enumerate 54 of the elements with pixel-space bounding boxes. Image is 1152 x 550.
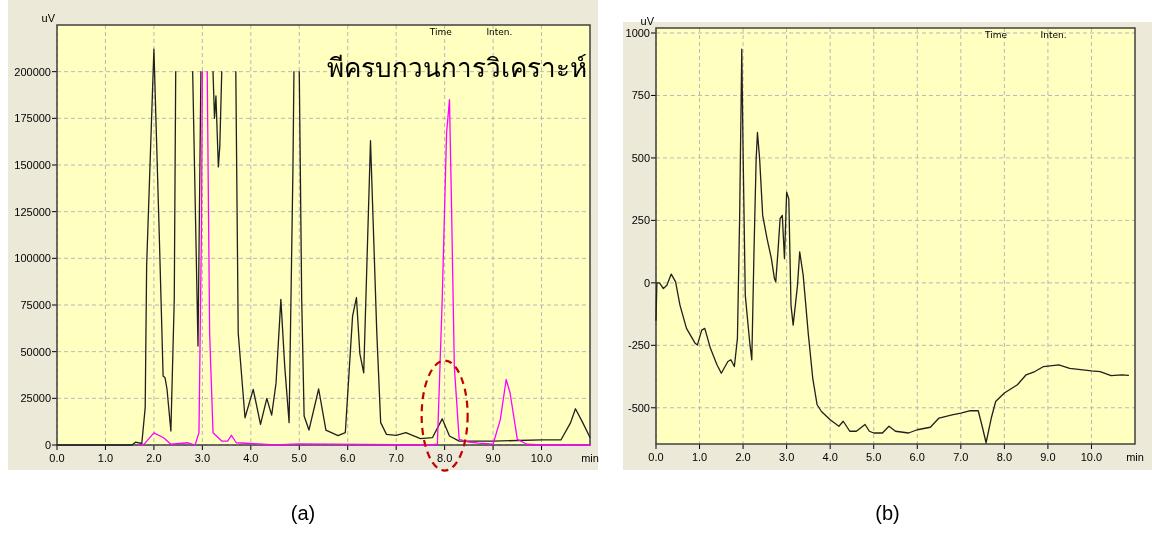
x-tick-label: 8.0 (436, 452, 453, 464)
x-axis-title: min (581, 452, 599, 464)
x-tick-label: 2.0 (735, 451, 751, 463)
y-tick-label: -500 (627, 401, 650, 414)
line-series (655, 48, 1130, 444)
x-tick-label: 8.0 (996, 451, 1013, 463)
y-tick-label: 75000 (20, 299, 51, 311)
annotation: พีครบกวนการวิเคราะห์ (327, 53, 588, 83)
annotation: Inten. (486, 27, 513, 37)
annotation: Time (428, 27, 453, 37)
x-tick-label: 0.0 (648, 451, 664, 463)
line-series (138, 71, 204, 446)
y-tick-label: 200000 (14, 65, 51, 78)
line-series (212, 71, 223, 168)
y-tick-label: 1000 (625, 27, 650, 39)
x-tick-label: 7.0 (953, 451, 969, 463)
y-tick-label: 50000 (20, 345, 51, 358)
x-tick-label: 10.0 (530, 452, 553, 464)
y-tick-label: 100000 (14, 252, 51, 265)
y-tick-label: 750 (631, 89, 650, 102)
x-tick-label: 0.0 (49, 452, 65, 464)
y-tick-label: 0 (643, 276, 650, 289)
annotation: Inten. (1040, 30, 1067, 40)
line-series (235, 71, 295, 426)
x-tick-label: 5.0 (866, 451, 882, 463)
x-tick-label: 4.0 (243, 452, 259, 464)
y-tick-label: 0 (44, 439, 51, 451)
x-tick-label: 1.0 (97, 452, 114, 464)
x-tick-label: 7.0 (388, 452, 404, 464)
y-tick-label: 250 (631, 214, 650, 227)
text: (a) (290, 502, 316, 524)
x-tick-label: 9.0 (1040, 451, 1056, 463)
x-tick-label: 10.0 (1080, 451, 1103, 463)
annotation: Time (984, 30, 1008, 40)
x-tick-label: 6.0 (909, 451, 925, 463)
y-tick-label: 150000 (14, 159, 51, 171)
y-axis-title: uV (41, 12, 56, 24)
y-axis-title: uV (640, 15, 655, 27)
x-tick-label: 5.0 (291, 452, 307, 464)
x-tick-label: 2.0 (146, 452, 162, 464)
x-tick-label: 3.0 (778, 451, 795, 463)
x-tick-label: 9.0 (485, 452, 501, 464)
x-tick-label: 4.0 (822, 451, 838, 463)
y-tick-label: 175000 (14, 112, 51, 125)
text: (b) (875, 502, 900, 524)
y-tick-label: -250 (627, 339, 650, 352)
y-tick-label: 500 (631, 151, 650, 164)
y-tick-label: 25000 (20, 392, 51, 405)
x-tick-label: 6.0 (340, 452, 356, 464)
line-series (56, 48, 177, 446)
x-axis-title: min (1126, 451, 1144, 463)
y-tick-label: 125000 (14, 205, 51, 218)
x-tick-label: 3.0 (194, 452, 211, 464)
x-tick-label: 1.0 (691, 451, 708, 463)
